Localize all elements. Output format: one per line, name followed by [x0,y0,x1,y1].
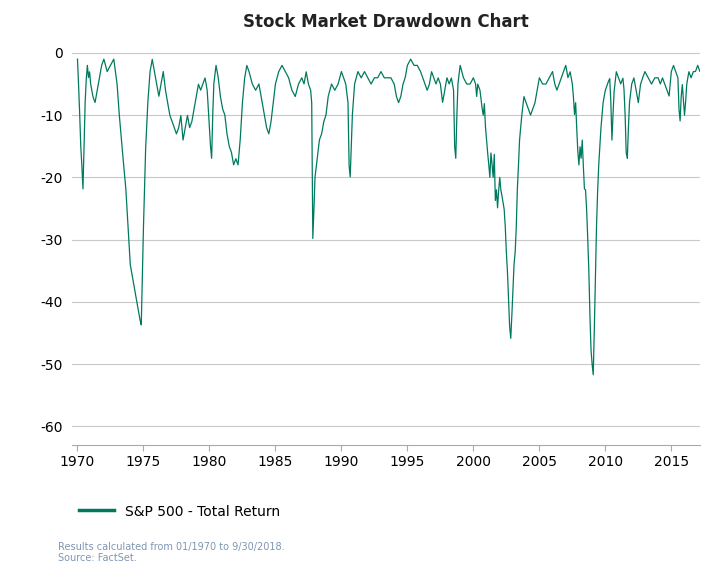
Text: Results calculated from 01/1970 to 9/30/2018.: Results calculated from 01/1970 to 9/30/… [58,542,284,552]
Text: Source: FactSet.: Source: FactSet. [58,553,136,562]
Legend: S&P 500 - Total Return: S&P 500 - Total Return [79,505,280,518]
Title: Stock Market Drawdown Chart: Stock Market Drawdown Chart [243,13,529,31]
